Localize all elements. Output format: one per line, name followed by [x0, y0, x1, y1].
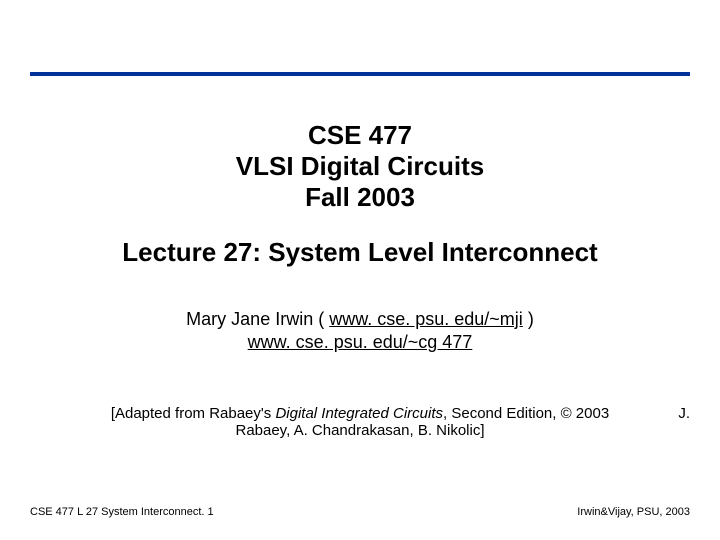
author-line1: Mary Jane Irwin ( www. cse. psu. edu/~mj…: [0, 308, 720, 331]
adapted-citation: [Adapted from Rabaey's Digital Integrate…: [40, 405, 680, 439]
author-suffix: ): [523, 309, 534, 329]
course-heading: CSE 477 VLSI Digital Circuits Fall 2003: [0, 120, 720, 214]
top-rule: [30, 72, 690, 76]
course-code: CSE 477: [0, 120, 720, 151]
author-name: Mary Jane Irwin (: [186, 309, 329, 329]
lecture-title: Lecture 27: System Level Interconnect: [0, 237, 720, 268]
course-link[interactable]: www. cse. psu. edu/~cg 477: [248, 332, 473, 352]
adapted-post2: Rabaey, A. Chandrakasan, B. Nikolic]: [235, 422, 484, 439]
course-name: VLSI Digital Circuits: [0, 151, 720, 182]
author-link-1[interactable]: www. cse. psu. edu/~mji: [329, 309, 523, 329]
footer-left: CSE 477 L 27 System Interconnect. 1: [30, 506, 214, 518]
course-term: Fall 2003: [0, 182, 720, 213]
author-block: Mary Jane Irwin ( www. cse. psu. edu/~mj…: [0, 308, 720, 355]
footer-right: Irwin&Vijay, PSU, 2003: [577, 506, 690, 518]
adapted-j: J.: [678, 405, 690, 422]
adapted-post1: , Second Edition, © 2003: [443, 405, 609, 422]
adapted-pre: [Adapted from Rabaey's: [111, 405, 276, 422]
author-line2: www. cse. psu. edu/~cg 477: [0, 331, 720, 354]
adapted-book-title: Digital Integrated Circuits: [275, 405, 443, 422]
